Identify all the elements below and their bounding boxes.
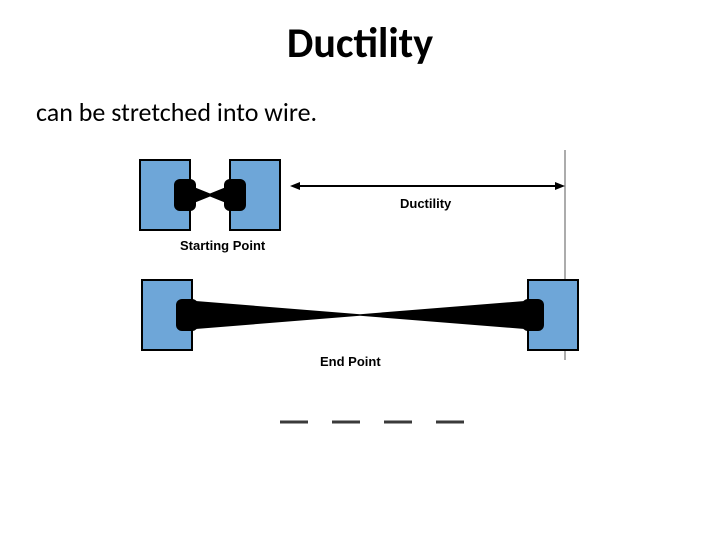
end-label: End Point xyxy=(320,354,381,369)
starting-label: Starting Point xyxy=(180,238,266,253)
page-subtitle: can be stretched into wire. xyxy=(36,96,317,128)
ductility-label: Ductility xyxy=(400,196,452,211)
diagram-svg: Ductility Starting Point End Point xyxy=(0,140,720,440)
page: Ductility can be stretched into wire. Du… xyxy=(0,0,720,540)
page-title: Ductility xyxy=(0,18,720,69)
ductility-diagram: Ductility Starting Point End Point xyxy=(0,140,720,440)
